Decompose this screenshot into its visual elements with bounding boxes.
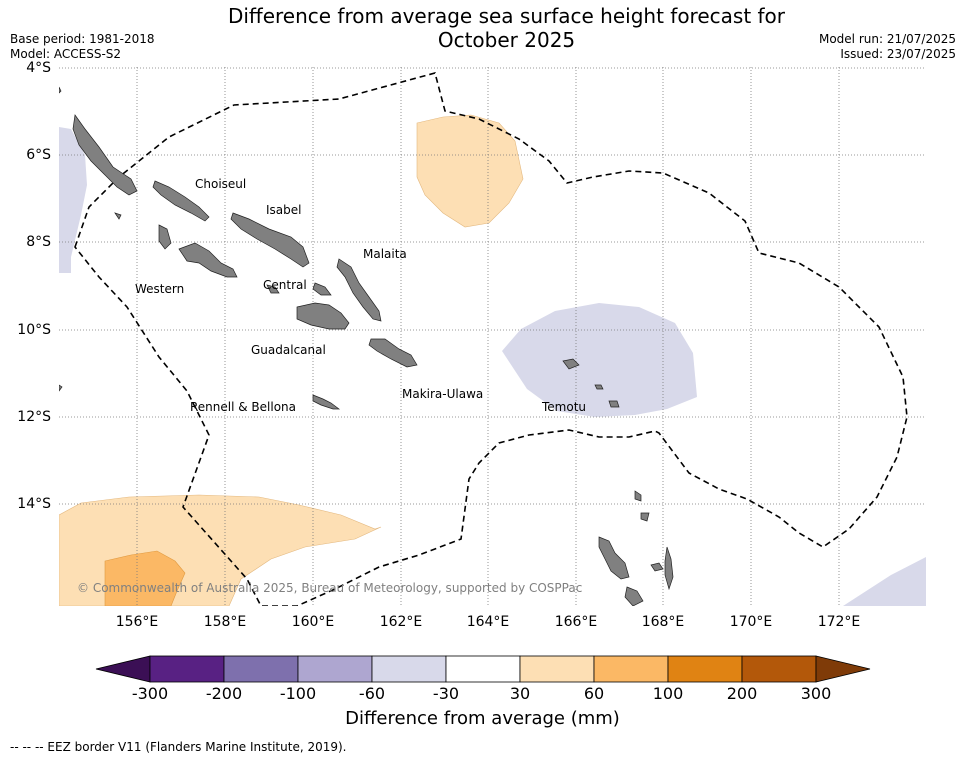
header-right: Model run: 21/07/2025 Issued: 23/07/2025 (819, 32, 956, 62)
colorbar-extend-high (815, 655, 871, 683)
rennell-island (312, 394, 341, 410)
lat-label: 6°S (26, 147, 51, 163)
province-label-choiseul: Choiseul (195, 177, 246, 191)
vanikoro-island (594, 384, 604, 390)
lat-label: 14°S (17, 496, 51, 512)
lat-label: 4°S (26, 60, 51, 76)
lon-label: 172°E (817, 614, 861, 630)
colorbar-tick: -300 (131, 684, 169, 703)
lon-label: 158°E (203, 614, 247, 630)
choiseul-island (72, 114, 138, 196)
maewo-island (664, 546, 674, 591)
province-label-temotu: Temotu (541, 400, 586, 414)
santa-isabel-island (152, 180, 210, 222)
colorbar-segment (445, 655, 521, 683)
lon-label: 166°E (554, 614, 598, 630)
colorbar-label: Difference from average (mm) (345, 708, 620, 729)
torres-islands (634, 490, 642, 502)
colorbar-segment (149, 655, 225, 683)
small-island-1 (59, 86, 62, 94)
lon-label: 170°E (729, 614, 773, 630)
province-label-makira-ulawa: Makira-Ulawa (402, 387, 483, 401)
model-text: Model: ACCESS-S2 (10, 47, 122, 61)
espiritu-santo-island (598, 536, 630, 580)
colorbar-ticks: -300 -200 -100 -60 -30 30 60 100 200 300 (0, 684, 965, 706)
sea-level-map: Choiseul Isabel Malaita Western Central … (59, 67, 926, 606)
lat-label: 12°S (17, 409, 51, 425)
longitude-labels: 156°E 158°E 160°E 162°E 164°E 166°E 168°… (0, 614, 965, 634)
lon-label: 162°E (379, 614, 423, 630)
province-label-rennell-bellona: Rennell & Bellona (190, 400, 296, 414)
province-label-malaita: Malaita (363, 247, 407, 261)
small-island-3 (114, 212, 122, 220)
colorbar-segment (297, 655, 373, 683)
title-line-1: Difference from average sea surface heig… (227, 4, 786, 28)
lon-label: 168°E (641, 614, 685, 630)
colorbar-segment (741, 655, 817, 683)
colorbar-segment (519, 655, 595, 683)
colorbar-tick: -60 (358, 684, 386, 703)
province-label-guadalcanal: Guadalcanal (251, 343, 326, 357)
new-georgia-island (178, 242, 238, 278)
guadalcanal-island (296, 302, 350, 330)
isabel-island (230, 212, 310, 268)
colorbar-extend-low (95, 655, 151, 683)
province-label-central: Central (263, 278, 307, 292)
model-run-text: Model run: 21/07/2025 (818, 32, 956, 46)
header-left: Base period: 1981-2018 Model: ACCESS-S2 (10, 32, 155, 62)
florida-islands (312, 282, 332, 296)
lat-label: 8°S (26, 234, 51, 250)
colorbar-tick: 100 (652, 684, 684, 703)
banks-islands (640, 512, 650, 522)
colorbar-tick: -100 (279, 684, 317, 703)
copyright-text: © Commonwealth of Australia 2025, Bureau… (77, 581, 582, 595)
colorbar-tick: 60 (583, 684, 605, 703)
colorbar-segment (593, 655, 669, 683)
utupua-island (608, 400, 620, 408)
lon-label: 164°E (466, 614, 510, 630)
eez-legend-note: -- -- -- EEZ border V11 (Flanders Marine… (10, 740, 347, 754)
negative-anomaly-area-east (502, 303, 697, 417)
province-label-western: Western (135, 282, 184, 296)
positive-anomaly-area-north (416, 114, 524, 228)
colorbar-tick: 200 (726, 684, 758, 703)
malekula-island (624, 586, 644, 606)
malaita-island (336, 258, 382, 322)
lon-label: 156°E (115, 614, 159, 630)
small-island-2 (59, 384, 63, 392)
negative-anomaly-area-southeast (843, 557, 926, 606)
colorbar-tick: -200 (205, 684, 243, 703)
map-title: Difference from average sea surface heig… (0, 4, 965, 52)
colorbar (95, 655, 871, 683)
graticule (59, 67, 926, 606)
lon-label: 160°E (291, 614, 335, 630)
negative-anomaly-area-west (59, 127, 87, 273)
colorbar-tick: -30 (432, 684, 460, 703)
province-label-isabel: Isabel (266, 203, 301, 217)
colorbar-segment (667, 655, 743, 683)
base-period-text: Base period: 1981-2018 (10, 32, 155, 46)
colorbar-segments (95, 655, 871, 683)
anomaly-shading (59, 114, 926, 606)
santa-cruz-island (562, 358, 580, 370)
issued-text: Issued: 23/07/2025 (840, 47, 956, 61)
colorbar-segment (371, 655, 447, 683)
ambae-island (650, 562, 664, 572)
eez-border (74, 72, 908, 606)
vella-lavella-island (158, 224, 172, 250)
title-line-2: October 2025 (437, 28, 576, 52)
colorbar-tick: 300 (800, 684, 832, 703)
strong-positive-anomaly-area (104, 550, 186, 606)
colorbar-segment (223, 655, 299, 683)
lat-label: 10°S (17, 322, 51, 338)
russell-islands (266, 284, 280, 294)
makira-island (368, 338, 418, 368)
colorbar-tick: 30 (509, 684, 531, 703)
islands (59, 86, 674, 606)
